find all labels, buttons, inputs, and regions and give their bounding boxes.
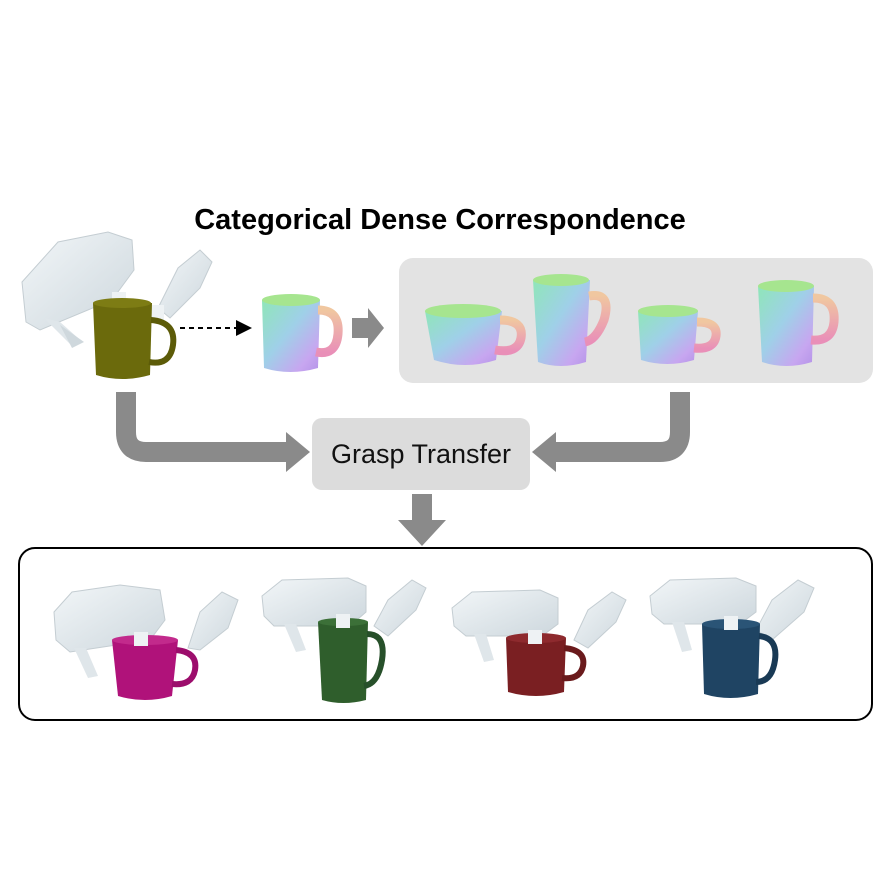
right-flow-arrow: [556, 392, 690, 462]
right-flow-arrowhead: [532, 432, 556, 472]
grasp-transfer-label: Grasp Transfer: [330, 438, 512, 469]
left-flow-arrowhead: [286, 432, 310, 472]
block-arrow-small: [352, 308, 384, 348]
correspondence-mug: [262, 294, 343, 372]
canonical-mug-3: [638, 305, 721, 364]
source-mug: [93, 303, 152, 379]
canonical-mug-1: [425, 304, 526, 365]
gripper-icon: [649, 577, 815, 652]
grasp-transfer-box: Grasp Transfer: [312, 418, 530, 490]
down-flow-arrow: [398, 494, 446, 546]
gripper-icon: [21, 231, 213, 348]
result-grasp-3: [451, 589, 627, 696]
gripper-icon: [451, 589, 627, 662]
source-grasp: [21, 231, 213, 379]
canonical-mug-4: [758, 280, 839, 366]
diagram-title: Categorical Dense Correspondence: [194, 204, 686, 236]
result-grasp-2: [261, 577, 427, 703]
result-grasp-4: [649, 577, 815, 698]
left-flow-arrow: [116, 392, 290, 462]
result-grasp-1: [53, 584, 239, 700]
canonical-mug-2: [533, 274, 611, 366]
